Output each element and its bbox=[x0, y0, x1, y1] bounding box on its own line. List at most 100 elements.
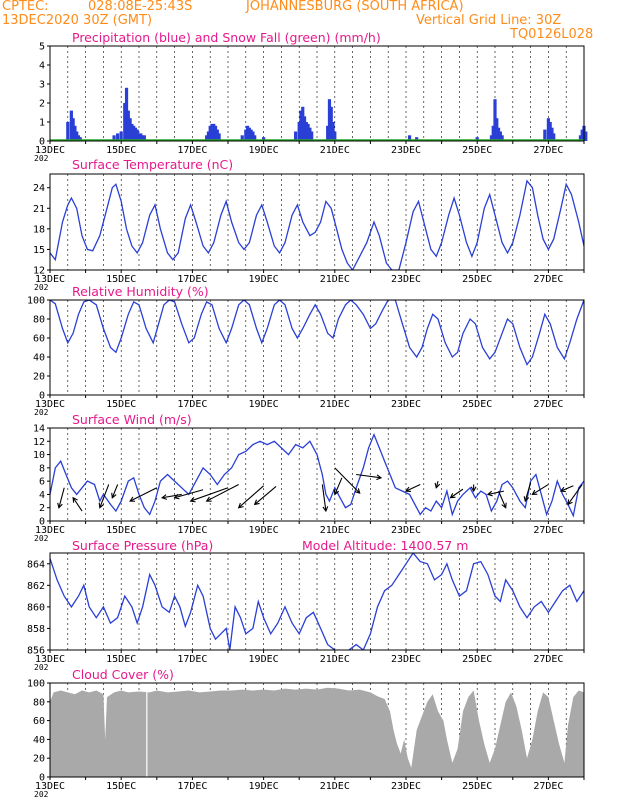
x-tick-label: 27DEC bbox=[533, 525, 563, 536]
precip-bar bbox=[69, 110, 73, 141]
precip-bar bbox=[407, 135, 412, 141]
precip-bar bbox=[66, 122, 70, 141]
x-tick-label: 27DEC bbox=[533, 654, 563, 665]
wind-arrow bbox=[532, 483, 549, 495]
y-tick-label: 100 bbox=[27, 296, 45, 307]
precip-bar bbox=[331, 122, 335, 141]
x-tick-label: 21DEC bbox=[320, 781, 350, 792]
y-tick-label: 0 bbox=[39, 773, 45, 784]
wind-arrow-head bbox=[523, 496, 530, 503]
precip-bar bbox=[550, 127, 554, 141]
wind-arrow bbox=[450, 488, 464, 499]
precip-bar bbox=[310, 131, 314, 141]
precip-bar bbox=[306, 123, 310, 141]
precip-bar bbox=[415, 137, 419, 141]
x-year-label: 202 bbox=[34, 663, 49, 672]
precip-bar bbox=[498, 131, 502, 141]
wind-arrow-head bbox=[434, 482, 441, 489]
y-tick-label: 18 bbox=[33, 224, 45, 235]
wind-arrow bbox=[162, 493, 182, 499]
precip-bar bbox=[308, 127, 312, 141]
wind-arrow bbox=[72, 497, 83, 512]
y-tick-label: 24 bbox=[33, 183, 45, 194]
precip-bar bbox=[210, 123, 214, 141]
wind-arrow-head bbox=[111, 492, 117, 499]
precip-bar bbox=[489, 135, 494, 141]
panel-title: Surface Wind (m/s) bbox=[72, 412, 192, 427]
wind-arrow bbox=[58, 487, 65, 508]
x-tick-label: 27DEC bbox=[533, 399, 563, 410]
y-tick-label: 0 bbox=[39, 391, 45, 402]
wind-arrow-head bbox=[567, 499, 573, 506]
precip-bar bbox=[244, 129, 248, 141]
precip-bar bbox=[543, 129, 547, 141]
header-coords: 028:08E-25:43S bbox=[88, 0, 193, 14]
x-tick-label: 23DEC bbox=[391, 525, 421, 536]
precip-bar bbox=[126, 110, 130, 141]
y-tick-label: 10 bbox=[33, 450, 45, 461]
x-year-label: 202 bbox=[34, 408, 49, 417]
precip-bar bbox=[112, 135, 116, 141]
precip-bar bbox=[208, 125, 212, 141]
precip-bar bbox=[302, 116, 307, 141]
wind-arrow bbox=[334, 477, 343, 495]
x-tick-label: 19DEC bbox=[249, 525, 279, 536]
x-tick-label: 15DEC bbox=[106, 781, 136, 792]
x-tick-label: 23DEC bbox=[391, 654, 421, 665]
precip-bar bbox=[133, 127, 138, 141]
precip-bar bbox=[546, 118, 550, 141]
x-tick-label: 17DEC bbox=[177, 399, 207, 410]
precip-bar bbox=[251, 131, 255, 141]
y-tick-label: 0 bbox=[39, 137, 45, 148]
precip-bar bbox=[73, 125, 77, 141]
precip-bar bbox=[500, 135, 504, 141]
wind-arrow-head bbox=[376, 474, 383, 481]
wind-arrow bbox=[111, 484, 119, 498]
x-tick-label: 17DEC bbox=[177, 781, 207, 792]
wind-arrow bbox=[254, 486, 277, 505]
x-tick-label: 13DEC bbox=[35, 145, 65, 156]
x-tick-label: 15DEC bbox=[106, 274, 136, 285]
y-tick-label: 20 bbox=[33, 754, 45, 765]
x-tick-label: 27DEC bbox=[533, 781, 563, 792]
wind-arrow-head bbox=[129, 496, 136, 502]
precip-bar bbox=[326, 125, 330, 141]
precip-bar bbox=[76, 135, 81, 141]
precip-bar bbox=[140, 135, 145, 141]
precip-bar bbox=[116, 133, 120, 141]
precip-bar bbox=[212, 123, 216, 141]
precip-bar bbox=[128, 118, 132, 141]
x-tick-label: 17DEC bbox=[177, 654, 207, 665]
wind-arrow-head bbox=[501, 502, 507, 509]
x-tick-label: 13DEC bbox=[35, 274, 65, 285]
precip-bar bbox=[493, 99, 497, 141]
wind-arrow bbox=[524, 482, 532, 502]
wind-arrow-head bbox=[354, 488, 361, 494]
wind-arrow-head bbox=[559, 486, 566, 493]
precip-bar bbox=[123, 103, 127, 141]
panel-temperature: 12 15 18 21 24 13DEC 15DEC 17DEC 19DEC 21DEC 23DEC… bbox=[33, 157, 585, 292]
panel-title: Surface Pressure (hPa) bbox=[72, 538, 213, 553]
precip-bar bbox=[297, 122, 301, 141]
wind-arrow bbox=[238, 485, 264, 509]
wind-arrow bbox=[129, 487, 158, 502]
cloud-cover-area bbox=[50, 687, 584, 777]
wind-arrow bbox=[487, 490, 505, 495]
wind-arrow-head bbox=[189, 496, 196, 503]
y-tick-label: 40 bbox=[33, 735, 45, 746]
y-tick-label: 15 bbox=[33, 245, 45, 256]
panel-wind: 0 2 4 6 8 10 12 14 13DEC 15DEC 17DEC 19DEC 21DEC 23DE… bbox=[33, 412, 585, 543]
header-location: JOHANNESBURG (SOUTH AFRICA) bbox=[246, 0, 464, 14]
x-tick-label: 13DEC bbox=[35, 654, 65, 665]
x-tick-label: 23DEC bbox=[391, 145, 421, 156]
y-tick-label: 1 bbox=[39, 118, 45, 129]
y-tick-label: 60 bbox=[33, 334, 45, 345]
precip-bar bbox=[137, 133, 141, 141]
wind-arrow-head bbox=[237, 502, 244, 509]
x-tick-label: 21DEC bbox=[320, 274, 350, 285]
precip-bar bbox=[247, 127, 251, 141]
y-tick-label: 856 bbox=[27, 646, 45, 657]
wind-arrow-head bbox=[449, 493, 456, 499]
wind-arrow bbox=[99, 484, 110, 508]
